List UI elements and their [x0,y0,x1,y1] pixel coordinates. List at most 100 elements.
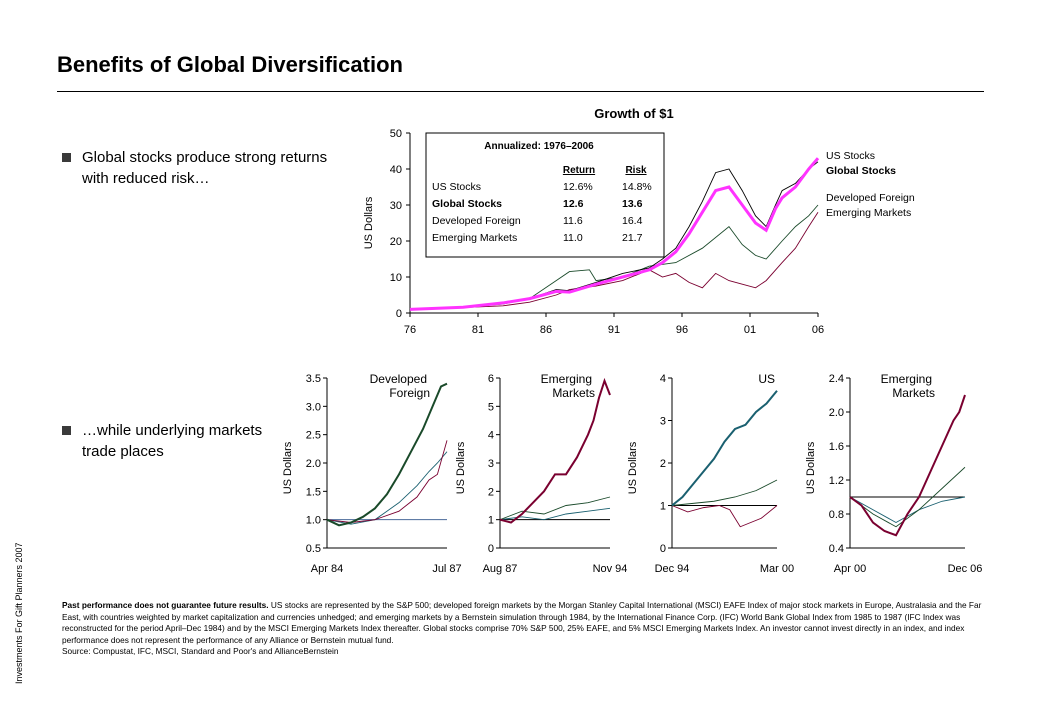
y-tick-label: 4 [488,430,494,442]
y-tick-label: 3 [488,458,494,470]
y-axis-label: US Dollars [805,441,817,494]
series-line-emerging-markets [499,377,611,524]
y-tick-label: 1 [488,515,494,527]
x-tick-label: Nov 94 [593,563,628,575]
y-tick-label: 0.4 [829,543,844,555]
y-tick-label: 0 [396,308,402,320]
inset-row-return: 12.6 [563,198,584,210]
footnote: Past performance does not guarantee futu… [62,600,987,658]
small-chart-title: Developed [370,372,427,386]
inset-row-return: 12.6% [563,181,593,193]
y-tick-label: 2.0 [306,458,321,470]
series-line-emerging-markets [849,394,966,537]
y-tick-label: 3 [660,416,666,428]
chart-title: Growth of $1 [594,106,673,121]
legend-label: Global Stocks [826,165,896,177]
y-tick-label: 1.0 [306,515,321,527]
series-line-developed-foreign [671,479,778,506]
y-tick-label: 2 [488,486,494,498]
series-line-global-stocks [409,157,820,311]
inset-row-risk: 13.6 [622,198,643,210]
inset-row-name: Global Stocks [432,198,502,210]
inset-row-name: US Stocks [432,181,481,193]
title-divider [57,91,984,92]
x-tick-label: 06 [812,324,824,336]
series-line-developed-foreign [499,496,611,521]
y-tick-label: 2.4 [829,373,844,385]
y-tick-label: 50 [390,128,402,140]
series-line-emerging-markets [326,440,448,523]
series-line-us-stocks [326,451,448,525]
inset-row-return: 11.6 [563,215,583,227]
x-tick-label: Apr 00 [834,563,866,575]
y-tick-label: 0 [488,543,494,555]
y-tick-label: 10 [390,272,402,284]
bullet-square-icon [62,153,71,162]
footnote-text: US stocks are represented by the S&P 500… [62,600,982,645]
inset-row-name: Emerging Markets [432,232,517,244]
y-tick-label: 0.8 [829,509,844,521]
series-line-developed-foreign [326,382,448,527]
series-line-developed-foreign [409,204,819,310]
y-tick-label: 2.5 [306,430,321,442]
y-tick-label: 30 [390,200,402,212]
x-tick-label: 86 [540,324,552,336]
y-axis-label: US Dollars [455,441,467,494]
x-tick-label: Mar 00 [760,563,794,575]
y-tick-label: 1.2 [829,475,844,487]
bullet-square-icon [62,426,71,435]
y-tick-label: 3.5 [306,373,321,385]
series-line-emerging-markets [671,505,778,528]
inset-row-return: 11.0 [563,232,583,244]
x-tick-label: Jul 87 [432,563,461,575]
y-axis-label: US Dollars [363,196,375,249]
x-tick-label: 96 [676,324,688,336]
x-tick-label: Dec 06 [948,563,983,575]
inset-header-return: Return [563,165,595,176]
y-tick-label: 40 [390,164,402,176]
x-tick-label: 91 [608,324,620,336]
legend-label: Developed Foreign [826,192,915,204]
bullet-text: Global stocks produce strong returns wit… [82,149,328,187]
inset-row-risk: 14.8% [622,181,652,193]
x-tick-label: Apr 84 [311,563,343,575]
footnote-disclaimer: Past performance does not guarantee futu… [62,600,269,610]
y-axis-label: US Dollars [282,441,294,494]
small-chart-title: Markets [892,386,935,400]
series-line-developed-foreign [849,466,966,528]
bullet-text: …while underlying markets trade places [82,422,263,460]
x-tick-label: 01 [744,324,756,336]
y-tick-label: 4 [660,373,666,385]
series-line-us-stocks [671,390,778,507]
y-tick-label: 1 [660,501,666,513]
y-tick-label: 0 [660,543,666,555]
y-axis-label: US Dollars [627,441,639,494]
inset-row-risk: 21.7 [622,232,643,244]
y-tick-label: 2 [660,458,666,470]
small-chart-title: Emerging [881,372,932,386]
inset-table-box [425,132,665,258]
inset-table-title: Annualized: 1976–2006 [484,141,594,152]
legend-label: Emerging Markets [826,207,911,219]
x-tick-label: 76 [404,324,416,336]
x-tick-label: 81 [472,324,484,336]
y-tick-label: 0.5 [306,543,321,555]
series-line-emerging-markets [409,211,819,310]
small-chart-title: US [758,372,775,386]
legend-label: US Stocks [826,150,875,162]
inset-row-name: Developed Foreign [432,215,521,227]
footnote-source: Source: Compustat, IFC, MSCI, Standard a… [62,646,339,656]
y-tick-label: 1.6 [829,441,844,453]
x-tick-label: Dec 94 [655,563,690,575]
small-chart-title: Foreign [389,386,430,400]
y-tick-label: 5 [488,401,494,413]
y-tick-label: 6 [488,373,494,385]
y-tick-label: 3.0 [306,401,321,413]
series-line-us-stocks [849,496,966,524]
x-tick-label: Aug 87 [483,563,518,575]
inset-header-risk: Risk [625,165,647,176]
y-tick-label: 1.5 [306,486,321,498]
y-tick-label: 2.0 [829,407,844,419]
small-chart-title: Emerging [541,372,592,386]
